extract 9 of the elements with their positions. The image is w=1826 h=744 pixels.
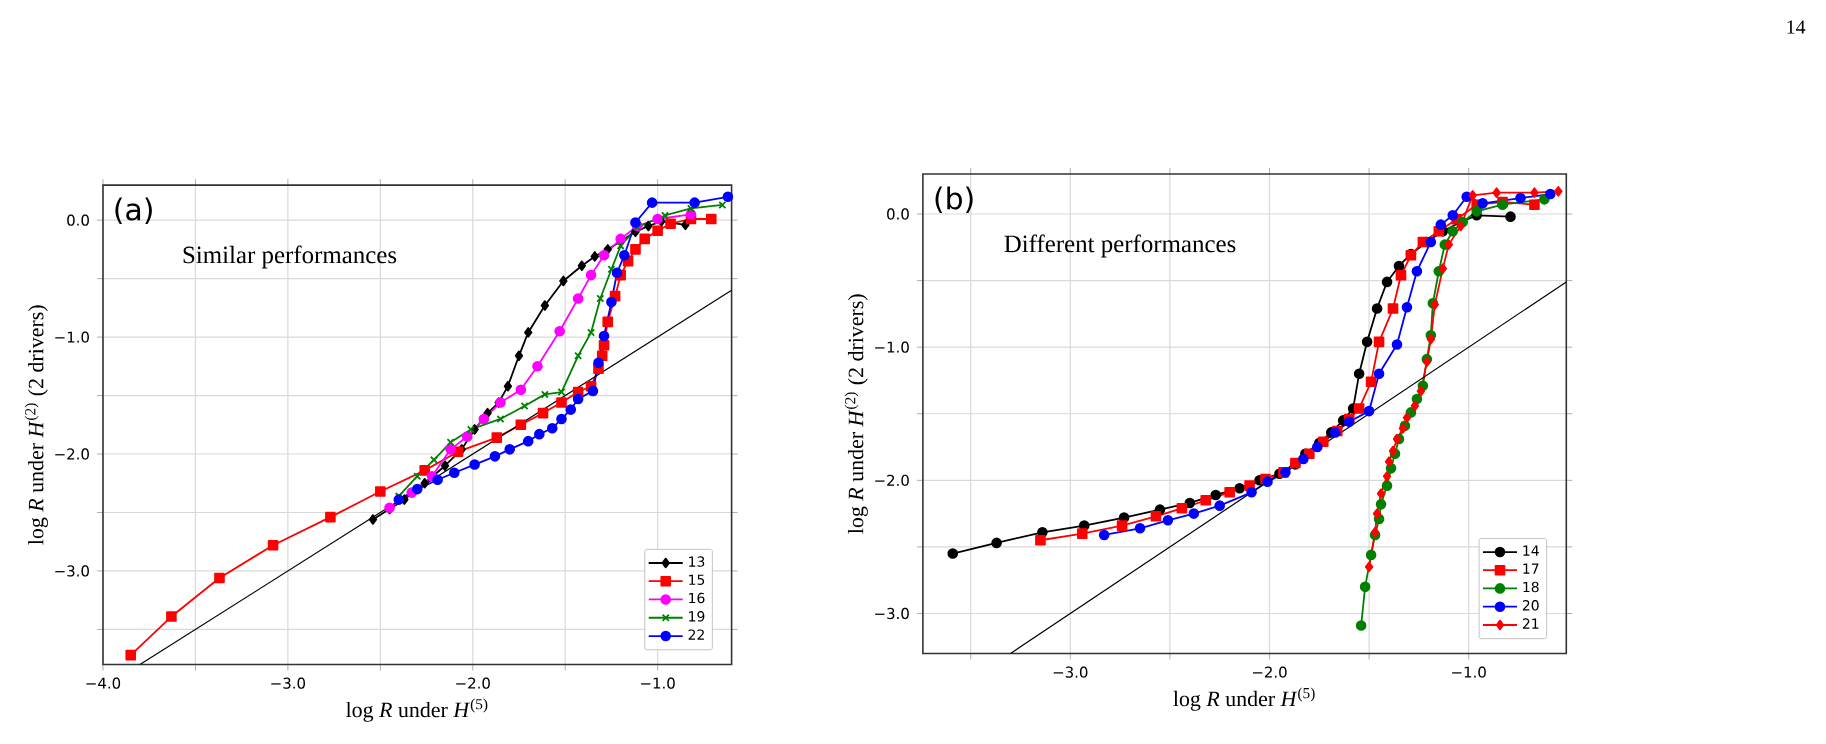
- x-axis-title: log R under H$^{(5)}$: [1173, 687, 1315, 711]
- annotation: (a): [115, 197, 152, 225]
- annotation: Similar performances: [183, 245, 397, 269]
- y-axis-title: log R under H$^{(2)}$ (2 drivers): [24, 305, 48, 545]
- y-axis-title: log R under H$^{(2)}$ (2 drivers): [844, 294, 868, 534]
- annotation: Different performances: [1004, 234, 1236, 258]
- text: 14: [1787, 20, 1806, 34]
- annotation: (b): [935, 186, 973, 214]
- x-axis-title: log R under H$^{(5)}$: [346, 698, 488, 722]
